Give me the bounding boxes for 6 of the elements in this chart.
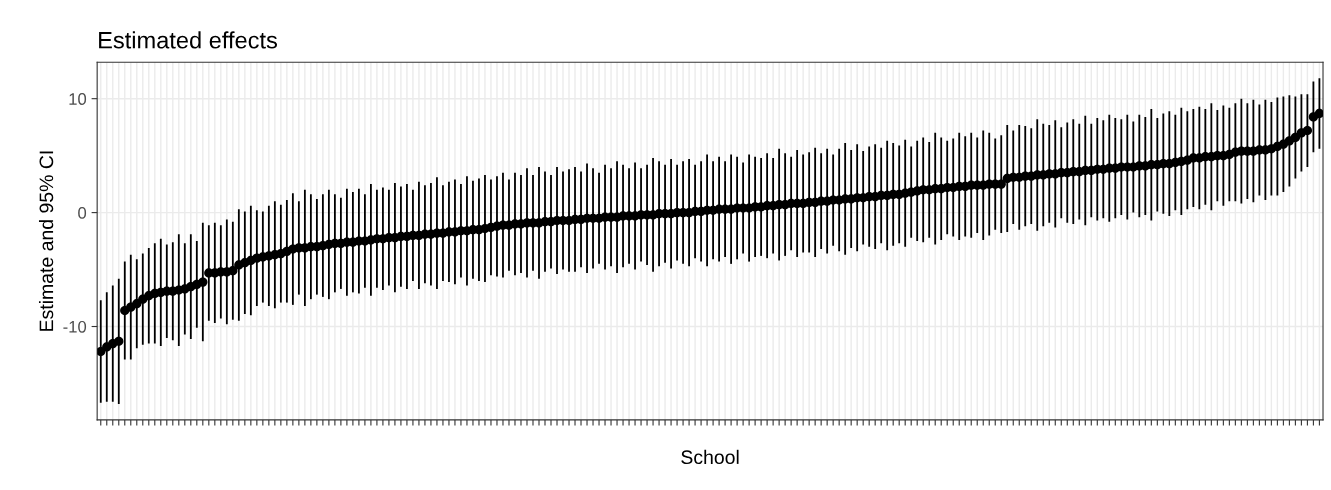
y-tick-label: -10: [63, 320, 87, 333]
x-axis-title: School: [681, 449, 739, 465]
chart-title: Estimated effects: [99, 31, 277, 49]
y-tick-label: 10: [69, 93, 87, 105]
y-tick-label: 0: [78, 207, 87, 219]
y-axis-title: Estimate and 95% CI: [38, 151, 54, 331]
